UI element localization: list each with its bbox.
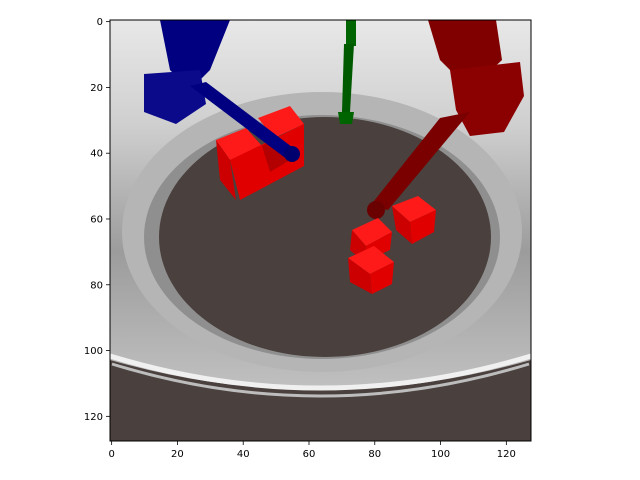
bowl-front-rim-highlight [110, 353, 531, 391]
red-cube-cluster-right [348, 196, 436, 294]
y-tick-label: 80 [90, 280, 103, 291]
y-tick-label: 40 [90, 149, 103, 160]
red-robot-arm [367, 20, 524, 219]
x-tick-label: 100 [431, 449, 450, 460]
x-tick-label: 0 [108, 449, 114, 460]
y-tick-label: 60 [90, 214, 103, 225]
x-tick-label: 120 [497, 449, 516, 460]
blue-robot-arm [144, 20, 300, 162]
y-tick-label: 0 [97, 17, 103, 28]
y-tick-label: 120 [84, 412, 103, 423]
green-robot-arm [338, 20, 356, 124]
x-tick-label: 20 [171, 449, 184, 460]
x-tick-label: 40 [237, 449, 250, 460]
x-axis: 0 20 40 60 80 100 120 [108, 441, 516, 460]
table-surface [110, 360, 531, 441]
bowl-floor [159, 117, 491, 357]
y-tick-label: 100 [84, 346, 103, 357]
y-axis: 0 20 40 60 80 100 120 [84, 17, 110, 423]
bowl-front-rim-shadow [111, 362, 530, 398]
x-tick-label: 80 [368, 449, 381, 460]
red-cube-cluster-left [216, 106, 304, 200]
scene-image [110, 20, 531, 441]
image-frame [109, 19, 532, 442]
x-tick-label: 60 [303, 449, 316, 460]
y-tick-label: 20 [90, 83, 103, 94]
